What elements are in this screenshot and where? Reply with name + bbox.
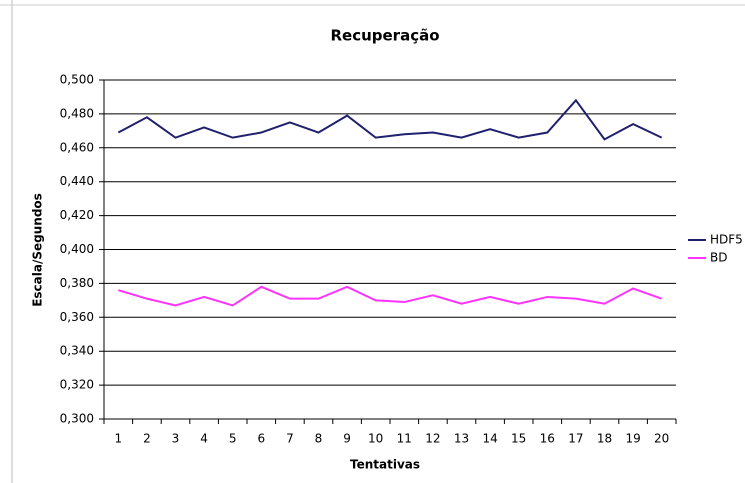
line-series — [118, 285, 663, 307]
y-tick-label: 0,320 — [60, 378, 94, 392]
x-tick-label: 4 — [200, 432, 208, 446]
y-tick-label: 0,480 — [60, 106, 94, 120]
x-tick-label: 13 — [454, 432, 469, 446]
legend-label: BD — [710, 251, 727, 265]
x-tick-label: 6 — [257, 432, 265, 446]
x-tick-label: 20 — [654, 432, 669, 446]
y-tick-label: 0,380 — [60, 276, 94, 290]
x-tick-label: 2 — [143, 432, 151, 446]
x-tick-label: 10 — [368, 432, 383, 446]
x-tick-label: 1 — [114, 432, 122, 446]
chart-title: Recuperação — [330, 27, 439, 45]
x-tick-label: 11 — [397, 432, 412, 446]
y-tick-label: 0,500 — [60, 73, 94, 87]
x-tick-label: 17 — [568, 432, 583, 446]
x-tick-label: 16 — [540, 432, 555, 446]
y-tick-label: 0,420 — [60, 208, 94, 222]
x-tick-label: 7 — [286, 432, 294, 446]
x-tick-label: 3 — [172, 432, 180, 446]
y-tick-label: 0,400 — [60, 242, 94, 256]
y-tick-label: 0,340 — [60, 344, 94, 358]
y-tick-label: 0,300 — [60, 412, 94, 426]
x-tick-label: 5 — [229, 432, 237, 446]
y-tick-label: 0,460 — [60, 140, 94, 154]
x-axis-label: Tentativas — [350, 458, 420, 472]
x-tick-label: 12 — [425, 432, 440, 446]
x-tick-label: 14 — [482, 432, 497, 446]
x-tick-label: 9 — [343, 432, 351, 446]
x-tick-label: 15 — [511, 432, 526, 446]
x-tick-label: 8 — [315, 432, 323, 446]
x-tick-label: 19 — [625, 432, 640, 446]
y-axis-label: Escala/Segundos — [31, 193, 45, 307]
y-tick-label: 0,440 — [60, 174, 94, 188]
line-series — [117, 98, 663, 141]
y-tick-label: 0,360 — [60, 310, 94, 324]
legend-label: HDF5 — [710, 233, 743, 247]
x-tick-label: 18 — [597, 432, 612, 446]
